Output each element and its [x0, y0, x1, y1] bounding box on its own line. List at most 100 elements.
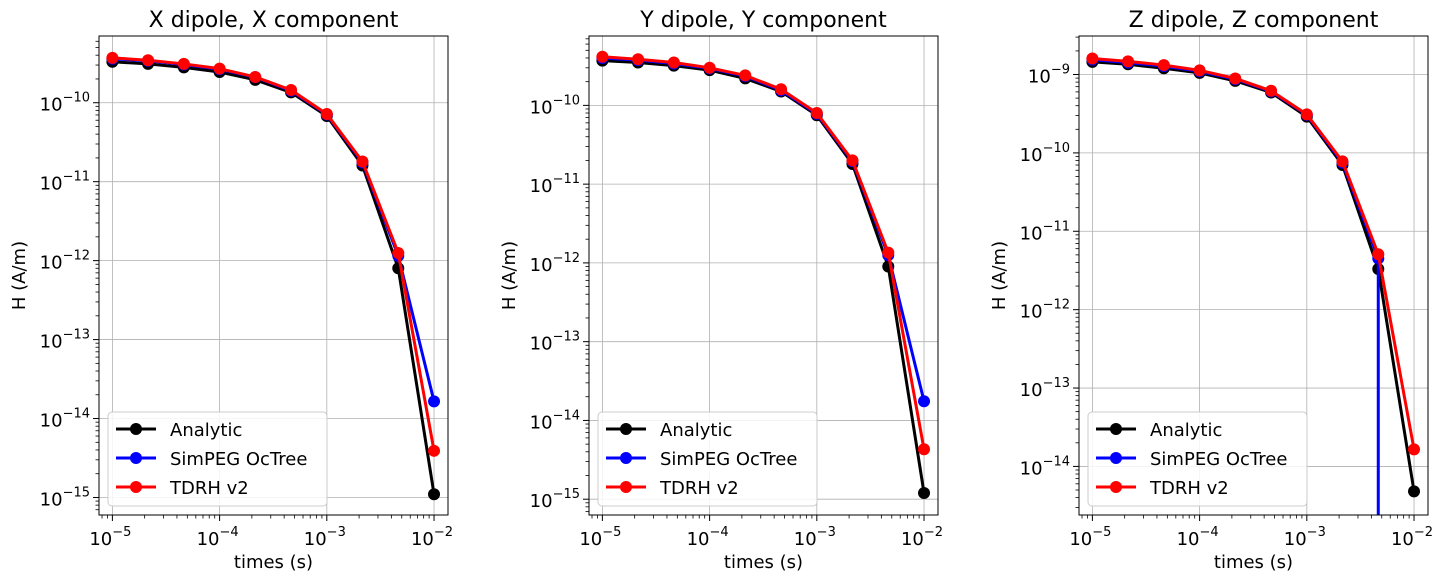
data-point-tdrh-v2 — [213, 62, 226, 75]
y-tick-label-2: 10−13 — [530, 330, 580, 355]
y-tick-label-4: 10−10 — [1020, 141, 1070, 166]
data-point-tdrh-v2 — [249, 70, 262, 83]
data-point-tdrh-v2 — [596, 50, 609, 63]
y-axis-label: H (A/m) — [989, 241, 1010, 310]
series-group — [596, 50, 931, 499]
legend-label-simpeg-octree: SimPEG OcTree — [1150, 449, 1287, 470]
legend-marker-simpeg-octree — [130, 452, 142, 464]
legend-marker-analytic — [620, 423, 632, 435]
legend: Analytic SimPEG OcTree TDRH v2 — [1087, 411, 1308, 507]
legend-label-analytic: Analytic — [170, 420, 242, 441]
series-line-tdrh-v2 — [112, 56, 436, 452]
data-point-tdrh-v2 — [1122, 55, 1135, 68]
legend-box — [597, 411, 818, 507]
axes-frame — [588, 35, 939, 516]
data-point-tdrh-v2 — [106, 51, 119, 64]
x-tick-label-3: 10−2 — [411, 525, 453, 550]
data-point-tdrh-v2 — [846, 154, 859, 167]
data-point-tdrh-v2 — [1372, 248, 1385, 261]
series-group — [1086, 52, 1421, 515]
y-tick-label-2: 10−13 — [40, 328, 90, 353]
data-point-tdrh-v2 — [775, 83, 788, 96]
x-axis-label: times (s) — [1214, 552, 1293, 573]
series-group — [106, 51, 441, 501]
data-point-tdrh-v2 — [1408, 443, 1421, 456]
y-tick-label-2: 10−12 — [1020, 298, 1070, 323]
legend-marker-analytic — [1110, 423, 1122, 435]
y-axis-label: H (A/m) — [9, 241, 30, 310]
x-tick-label-3: 10−2 — [1391, 525, 1433, 550]
data-point-analytic — [1408, 485, 1421, 498]
y-tick-label-3: 10−11 — [1020, 219, 1070, 244]
data-point-tdrh-v2 — [356, 155, 369, 168]
legend-marker-analytic — [130, 423, 142, 435]
series-line-tdrh-v2 — [602, 55, 926, 450]
data-point-simpeg-octree — [428, 395, 441, 408]
chart-title-z-dipole: Z dipole, Z component — [1129, 8, 1379, 33]
legend: Analytic SimPEG OcTree TDRH v2 — [107, 411, 328, 507]
data-point-tdrh-v2 — [142, 54, 155, 67]
legend-marker-tdrh-v2 — [130, 481, 142, 493]
legend-label-simpeg-octree: SimPEG OcTree — [660, 449, 797, 470]
x-tick-label-2: 10−3 — [304, 525, 346, 550]
data-point-analytic — [918, 486, 931, 499]
x-axis-label: times (s) — [724, 552, 803, 573]
legend-label-analytic: Analytic — [1150, 420, 1222, 441]
data-point-tdrh-v2 — [918, 443, 931, 456]
data-point-simpeg-octree — [918, 395, 931, 408]
data-point-tdrh-v2 — [703, 61, 716, 74]
x-tick-label-1: 10−4 — [1177, 525, 1219, 550]
y-tick-label-3: 10−12 — [530, 251, 580, 276]
legend-marker-simpeg-octree — [1110, 452, 1122, 464]
y-tick-label-0: 10−14 — [1020, 454, 1070, 479]
x-tick-label-2: 10−3 — [1284, 525, 1326, 550]
data-point-tdrh-v2 — [1193, 64, 1206, 77]
chart-x-dipole: 10−5 10−4 10−3 10−2 10−15 10−14 10−13 10−12 10−1… — [9, 8, 453, 573]
x-tick-label-3: 10−2 — [901, 525, 943, 550]
data-point-tdrh-v2 — [739, 69, 752, 82]
y-tick-label-3: 10−12 — [40, 249, 90, 274]
data-point-tdrh-v2 — [810, 107, 823, 120]
legend-marker-tdrh-v2 — [620, 481, 632, 493]
data-point-tdrh-v2 — [632, 53, 645, 66]
data-point-tdrh-v2 — [428, 444, 441, 457]
legend-box — [107, 411, 328, 507]
data-point-tdrh-v2 — [177, 57, 190, 70]
legend-label-tdrh-v2: TDRH v2 — [1149, 478, 1229, 499]
legend-label-analytic: Analytic — [660, 420, 732, 441]
x-tick-label-0: 10−5 — [579, 525, 621, 550]
data-point-tdrh-v2 — [1336, 155, 1349, 168]
data-point-tdrh-v2 — [667, 56, 680, 69]
y-tick-label-5: 10−10 — [40, 91, 90, 116]
data-point-tdrh-v2 — [392, 246, 405, 259]
series-line-analytic — [602, 59, 926, 494]
chart-title-y-dipole: Y dipole, Y component — [639, 8, 887, 33]
y-tick-label-5: 10−9 — [1028, 63, 1070, 88]
data-point-tdrh-v2 — [285, 83, 298, 96]
x-tick-label-2: 10−3 — [794, 525, 836, 550]
legend-label-tdrh-v2: TDRH v2 — [169, 478, 249, 499]
chart-z-dipole: 10−5 10−4 10−3 10−2 10−14 10−13 10−12 10−11 10−1… — [989, 8, 1433, 573]
x-tick-label-0: 10−5 — [89, 525, 131, 550]
data-point-tdrh-v2 — [1229, 72, 1242, 85]
legend-marker-tdrh-v2 — [1110, 481, 1122, 493]
y-tick-label-1: 10−14 — [40, 407, 90, 432]
y-tick-label-4: 10−11 — [530, 172, 580, 197]
x-tick-label-1: 10−4 — [197, 525, 239, 550]
data-point-tdrh-v2 — [1086, 52, 1099, 65]
y-tick-label-1: 10−13 — [1020, 376, 1070, 401]
x-axis-label: times (s) — [234, 552, 313, 573]
data-point-tdrh-v2 — [320, 107, 333, 120]
legend-marker-simpeg-octree — [620, 452, 632, 464]
legend-label-tdrh-v2: TDRH v2 — [659, 478, 739, 499]
y-axis-label: H (A/m) — [499, 241, 520, 310]
series-line-tdrh-v2 — [1092, 57, 1416, 450]
y-tick-label-4: 10−11 — [40, 170, 90, 195]
axes-frame — [98, 35, 449, 516]
data-point-tdrh-v2 — [1265, 84, 1278, 97]
data-point-tdrh-v2 — [882, 246, 895, 259]
y-tick-label-0: 10−15 — [530, 487, 580, 512]
legend: Analytic SimPEG OcTree TDRH v2 — [597, 411, 818, 507]
x-tick-label-0: 10−5 — [1069, 525, 1111, 550]
